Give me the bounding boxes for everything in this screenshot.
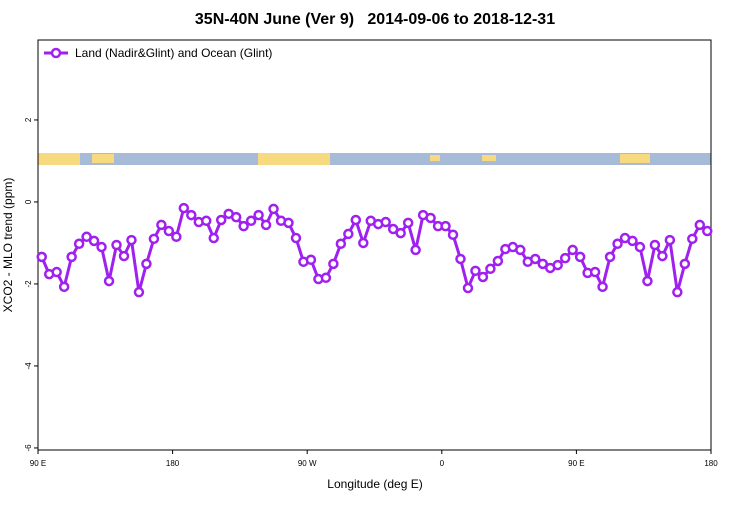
point: [604, 251, 616, 263]
point: [470, 265, 481, 277]
point: [589, 266, 601, 278]
point: [694, 219, 706, 231]
plot-frame: [37, 39, 712, 451]
point: [36, 251, 47, 263]
point: [118, 250, 130, 262]
point: [687, 233, 698, 245]
point: [387, 223, 399, 235]
legend: Land (Nadir&Glint) and Ocean (Glint): [44, 46, 272, 60]
point: [559, 252, 571, 264]
point: [88, 235, 100, 247]
y-tick-label: 0: [24, 199, 33, 204]
y-tick-label: -6: [24, 444, 33, 452]
point: [73, 238, 85, 250]
point: [103, 275, 115, 287]
point: [462, 282, 474, 294]
point: [612, 238, 623, 250]
point: [567, 244, 578, 256]
point: [627, 235, 638, 247]
point: [679, 258, 691, 270]
chart-title: 35N-40N June (Ver 9) 2014-09-06 to 2018-…: [195, 11, 555, 28]
point: [492, 255, 504, 267]
point: [268, 203, 279, 215]
point: [485, 263, 496, 275]
point: [649, 239, 661, 251]
point: [358, 237, 369, 249]
point: [328, 258, 339, 270]
point: [664, 234, 676, 246]
point: [126, 234, 137, 246]
point: [380, 216, 391, 228]
point: [477, 271, 489, 283]
point: [66, 251, 77, 263]
point: [81, 231, 92, 243]
point: [111, 239, 122, 251]
point: [552, 259, 563, 271]
point: [320, 272, 332, 284]
point: [178, 202, 190, 214]
point: [335, 238, 347, 250]
point: [208, 232, 219, 244]
point: [290, 232, 302, 244]
point: [260, 219, 272, 231]
point: [642, 275, 653, 287]
land-ocean-strip: [38, 153, 711, 165]
point: [141, 258, 152, 270]
point: [133, 286, 145, 298]
y-tick-label: -2: [24, 280, 33, 288]
point: [410, 244, 421, 256]
x-tick-label: 90 E: [30, 459, 46, 468]
y-axis-label: XCO2 - MLO trend (ppm): [1, 178, 15, 313]
point: [537, 258, 548, 270]
point: [425, 212, 436, 224]
y-tick-label: -4: [24, 362, 33, 370]
x-tick-label: 180: [704, 459, 718, 468]
point: [201, 215, 212, 227]
x-tick-label: 90 E: [568, 459, 584, 468]
y-tick-label: 2: [24, 117, 33, 122]
point: [440, 220, 451, 232]
point: [672, 286, 683, 298]
point: [238, 220, 249, 232]
x-axis-label: Longitude (deg E): [327, 477, 422, 491]
point: [702, 225, 713, 237]
point: [148, 233, 160, 245]
point: [245, 215, 257, 227]
point: [515, 244, 526, 256]
point: [230, 211, 242, 223]
point: [634, 241, 646, 253]
point: [58, 281, 70, 293]
point: [447, 229, 459, 240]
point: [156, 219, 167, 231]
point: [283, 217, 294, 229]
x-tick-label: 180: [166, 459, 180, 468]
point: [657, 250, 668, 262]
point: [343, 228, 354, 240]
legend-label: Land (Nadir&Glint) and Ocean (Glint): [75, 46, 272, 60]
point: [402, 217, 414, 229]
point: [350, 214, 362, 226]
point: [455, 253, 466, 265]
point: [96, 241, 107, 253]
point: [395, 227, 406, 239]
point: [186, 209, 197, 221]
point: [51, 266, 62, 278]
point: [530, 253, 541, 265]
point: [305, 254, 317, 266]
point: [597, 281, 608, 293]
point: [163, 225, 175, 237]
point: [171, 231, 182, 243]
x-tick-label: 0: [440, 459, 445, 468]
point: [574, 251, 586, 263]
legend-marker: [50, 47, 62, 59]
point: [215, 214, 227, 226]
x-tick-label: 90 W: [298, 459, 317, 468]
point: [253, 209, 264, 221]
